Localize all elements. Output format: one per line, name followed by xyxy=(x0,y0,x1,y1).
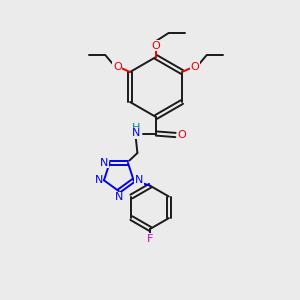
Text: O: O xyxy=(113,61,122,72)
Text: O: O xyxy=(177,130,186,140)
Text: O: O xyxy=(190,61,199,72)
Text: N: N xyxy=(135,175,143,185)
Text: N: N xyxy=(132,128,140,139)
Text: H: H xyxy=(132,123,140,133)
Text: F: F xyxy=(147,233,153,244)
Text: N: N xyxy=(94,175,103,185)
Text: N: N xyxy=(115,192,123,202)
Text: O: O xyxy=(152,40,160,51)
Text: N: N xyxy=(100,158,108,168)
